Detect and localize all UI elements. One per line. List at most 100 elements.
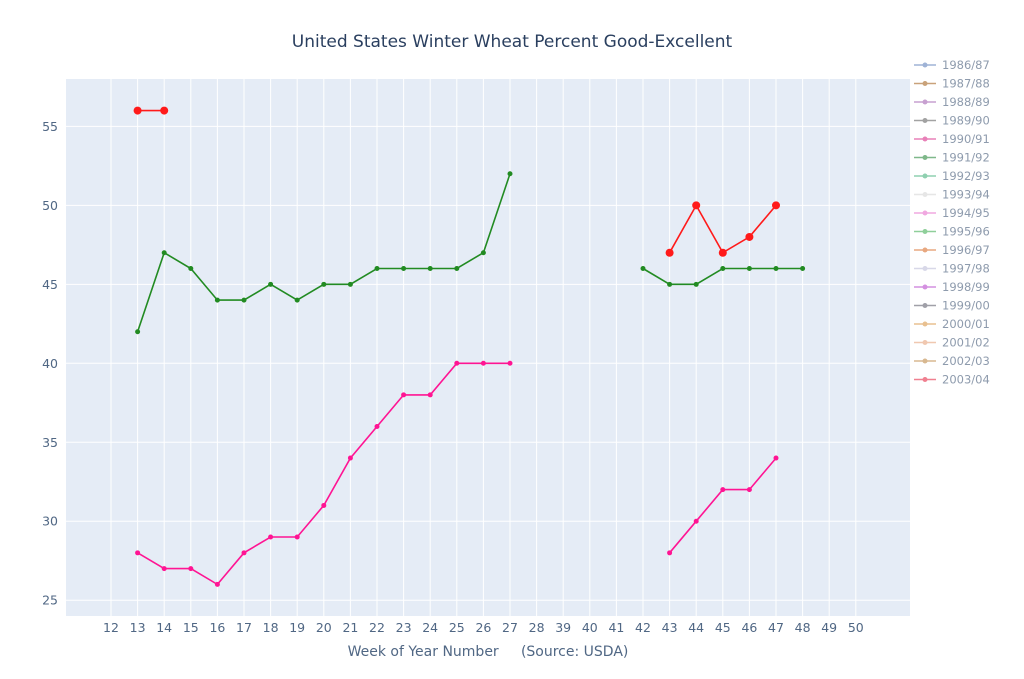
- legend-swatch-marker: [922, 358, 928, 364]
- data-point: [161, 566, 167, 572]
- data-point: [401, 266, 407, 272]
- legend-label: 1989/90: [942, 114, 990, 128]
- data-point: [720, 487, 726, 493]
- legend-item[interactable]: 1987/88: [914, 77, 990, 91]
- legend-swatch-marker: [922, 229, 928, 234]
- legend-item[interactable]: 2001/02: [914, 336, 990, 350]
- data-point: [401, 392, 407, 398]
- chart-title: United States Winter Wheat Percent Good-…: [292, 32, 733, 52]
- legend-swatch-marker: [922, 210, 928, 216]
- legend-item[interactable]: 1995/96: [914, 225, 990, 239]
- legend-label: 2003/04: [942, 373, 990, 387]
- legend-label: 2000/01: [942, 317, 990, 331]
- data-point: [374, 266, 380, 272]
- legend-swatch-marker: [922, 377, 928, 382]
- legend-swatch-marker: [922, 266, 928, 271]
- data-point: [745, 232, 754, 241]
- data-point: [427, 392, 433, 398]
- legend-swatch-marker: [922, 62, 928, 68]
- x-tick-label: 14: [156, 620, 172, 635]
- data-point: [294, 297, 300, 303]
- x-tick-label: 18: [263, 620, 279, 635]
- legend-label: 1996/97: [942, 243, 990, 257]
- x-axis: 12 13 14 15 16 17 18 19 20 21 22 23 24 25 26 27 28 39 40 41…: [103, 620, 864, 635]
- y-tick-label: 50: [42, 198, 58, 213]
- data-point: [160, 106, 169, 115]
- legend-label: 1995/96: [942, 225, 990, 239]
- legend[interactable]: 1986/87 1987/88 1988/89 1989/90 1990/91 1991/…: [914, 58, 990, 387]
- legend-swatch-marker: [922, 284, 928, 290]
- data-point: [427, 266, 433, 272]
- x-tick-label: 43: [662, 620, 678, 635]
- x-tick-label: 42: [635, 620, 651, 635]
- x-tick-label: 13: [130, 620, 146, 635]
- x-tick-label: 21: [342, 620, 358, 635]
- data-point: [480, 250, 486, 256]
- data-point: [454, 266, 460, 272]
- legend-label: 1993/94: [942, 188, 990, 202]
- y-tick-label: 25: [42, 593, 58, 608]
- legend-item[interactable]: 1986/87: [914, 58, 990, 72]
- data-point: [667, 281, 673, 287]
- data-point: [507, 171, 513, 177]
- x-tick-label: 19: [289, 620, 305, 635]
- series: [133, 106, 806, 587]
- data-point: [665, 248, 674, 257]
- x-tick-label: 44: [688, 620, 704, 635]
- legend-item[interactable]: 1993/94: [914, 188, 990, 202]
- legend-swatch-marker: [922, 118, 928, 123]
- legend-swatch-marker: [922, 81, 928, 86]
- data-point: [321, 502, 327, 508]
- legend-item[interactable]: 1991/92: [914, 151, 990, 165]
- data-point: [640, 266, 646, 272]
- data-point: [294, 534, 300, 540]
- legend-item[interactable]: 2002/03: [914, 354, 990, 368]
- y-tick-label: 40: [42, 356, 58, 371]
- data-point: [746, 487, 752, 493]
- data-point: [214, 581, 220, 587]
- legend-item[interactable]: 1996/97: [914, 243, 990, 257]
- data-point: [374, 423, 380, 429]
- x-tick-label: 47: [768, 620, 784, 635]
- legend-item[interactable]: 1994/95: [914, 206, 990, 220]
- legend-label: 1988/89: [942, 95, 990, 109]
- legend-item[interactable]: 1992/93: [914, 169, 990, 183]
- legend-label: 1986/87: [942, 58, 990, 72]
- x-tick-label: 40: [582, 620, 598, 635]
- y-axis: 25 30 35 40 45 50 55: [42, 119, 58, 608]
- legend-item[interactable]: 1988/89: [914, 95, 990, 109]
- x-tick-label: 23: [396, 620, 412, 635]
- data-point: [268, 281, 274, 287]
- data-point: [746, 266, 752, 272]
- legend-item[interactable]: 1998/99: [914, 280, 990, 294]
- data-point: [161, 250, 167, 256]
- y-tick-label: 30: [42, 514, 58, 529]
- legend-label: 1992/93: [942, 169, 990, 183]
- legend-swatch-marker: [922, 155, 928, 160]
- x-tick-label: 45: [715, 620, 731, 635]
- data-point: [480, 360, 486, 366]
- legend-item[interactable]: 1997/98: [914, 262, 990, 276]
- x-tick-label: 26: [475, 620, 491, 635]
- data-point: [800, 266, 806, 272]
- x-tick-label: 41: [608, 620, 624, 635]
- data-point: [718, 248, 727, 257]
- legend-item[interactable]: 2000/01: [914, 317, 990, 331]
- legend-label: 1997/98: [942, 262, 990, 276]
- legend-item[interactable]: 2003/04: [914, 373, 990, 387]
- data-point: [720, 266, 726, 272]
- x-tick-label: 15: [183, 620, 199, 635]
- legend-swatch-marker: [922, 340, 928, 345]
- legend-label: 1994/95: [942, 206, 990, 220]
- x-tick-label: 20: [316, 620, 332, 635]
- x-tick-label: 46: [741, 620, 757, 635]
- data-point: [268, 534, 274, 540]
- data-point: [773, 455, 779, 461]
- legend-item[interactable]: 1990/91: [914, 132, 990, 146]
- data-point: [133, 106, 142, 115]
- data-point: [507, 360, 513, 366]
- legend-item[interactable]: 1989/90: [914, 114, 990, 128]
- legend-label: 1998/99: [942, 280, 990, 294]
- legend-item[interactable]: 1999/00: [914, 299, 990, 313]
